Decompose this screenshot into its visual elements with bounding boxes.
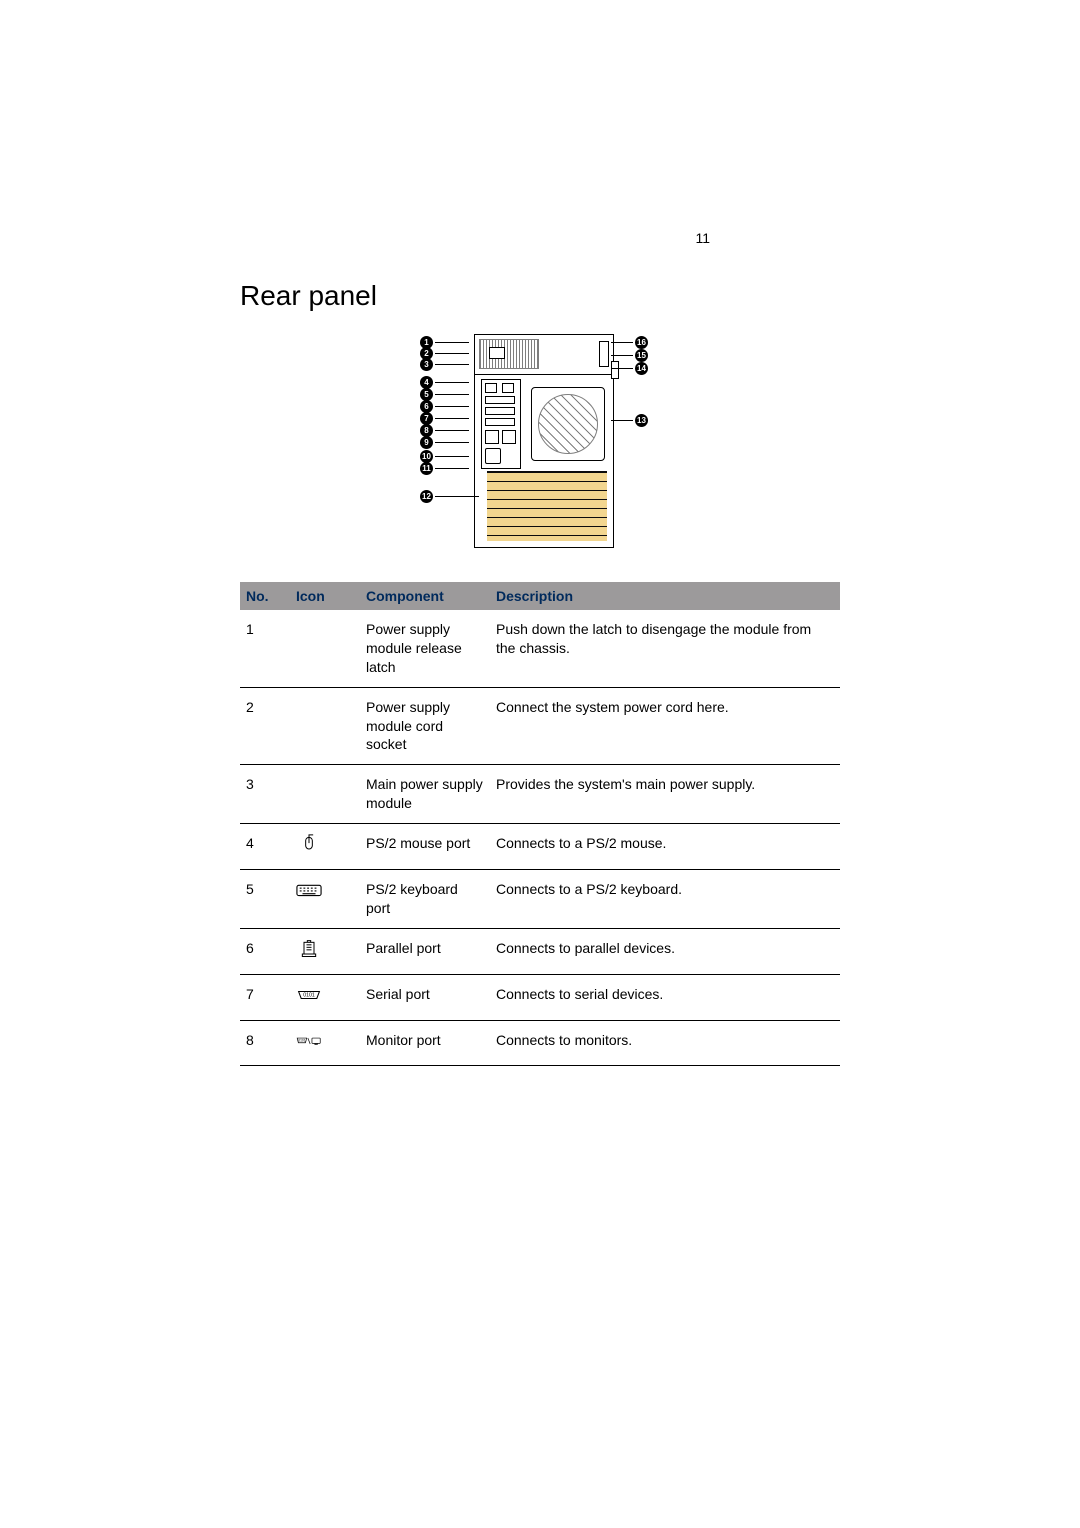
callout-11: 11: [420, 462, 469, 475]
page-number: 11: [695, 230, 710, 246]
component-table: No. Icon Component Description 1 Power su…: [240, 582, 840, 1066]
table-header-row: No. Icon Component Description: [240, 582, 840, 610]
header-component: Component: [360, 582, 490, 610]
cell-no: 8: [240, 1020, 290, 1066]
chassis-outline: [474, 334, 614, 548]
cell-description: Push down the latch to disengage the mod…: [490, 610, 840, 687]
rear-panel-diagram: 12345678910111216151413: [240, 332, 840, 552]
cell-icon: 0101: [290, 974, 360, 1020]
cell-component: PS/2 keyboard port: [360, 870, 490, 929]
callout-13: 13: [611, 414, 648, 427]
callout-16: 16: [611, 336, 648, 349]
callout-bubble: 12: [420, 490, 433, 503]
cell-no: 3: [240, 765, 290, 824]
cell-description: Connects to monitors.: [490, 1020, 840, 1066]
svg-text:0101: 0101: [298, 1038, 305, 1042]
callout-14: 14: [611, 362, 648, 375]
cell-description: Connects to serial devices.: [490, 974, 840, 1020]
table-row: 5 PS/2 keyboard portConnects to a PS/2 ke…: [240, 870, 840, 929]
callout-bubble: 14: [635, 362, 648, 375]
cell-description: Connects to a PS/2 keyboard.: [490, 870, 840, 929]
callout-bubble: 11: [420, 462, 433, 475]
cell-no: 7: [240, 974, 290, 1020]
svg-text:0101: 0101: [303, 992, 315, 998]
header-icon: Icon: [290, 582, 360, 610]
cell-no: 1: [240, 610, 290, 687]
header-no: No.: [240, 582, 290, 610]
table-row: 2 Power supply module cord socketConnect …: [240, 687, 840, 765]
serial-icon: 0101: [296, 992, 322, 1008]
cell-no: 4: [240, 824, 290, 870]
mouse-icon: [296, 841, 322, 857]
callout-bubble: 15: [635, 349, 648, 362]
callout-bubble: 9: [420, 436, 433, 449]
section-title: Rear panel: [240, 280, 840, 312]
callout-3: 3: [420, 358, 469, 371]
cell-description: Provides the system's main power supply.: [490, 765, 840, 824]
cell-no: 5: [240, 870, 290, 929]
monitor-icon: 0101: [296, 1038, 322, 1054]
cell-component: Power supply module release latch: [360, 610, 490, 687]
header-description: Description: [490, 582, 840, 610]
callout-bubble: 16: [635, 336, 648, 349]
callout-12: 12: [420, 490, 479, 503]
cell-icon: [290, 687, 360, 765]
cell-description: Connects to a PS/2 mouse.: [490, 824, 840, 870]
cell-icon: [290, 610, 360, 687]
table-row: 8 0101 Monitor portConnects to monitors.: [240, 1020, 840, 1066]
cell-no: 6: [240, 928, 290, 974]
callout-9: 9: [420, 436, 469, 449]
table-row: 1 Power supply module release latchPush d…: [240, 610, 840, 687]
cell-component: Monitor port: [360, 1020, 490, 1066]
cell-icon: [290, 870, 360, 929]
table-row: 6 Parallel portConnects to parallel devic…: [240, 928, 840, 974]
cell-icon: 0101: [290, 1020, 360, 1066]
cell-component: PS/2 mouse port: [360, 824, 490, 870]
cell-description: Connects to parallel devices.: [490, 928, 840, 974]
cell-icon: [290, 765, 360, 824]
cell-no: 2: [240, 687, 290, 765]
parallel-icon: [296, 946, 322, 962]
keyboard-icon: [296, 887, 322, 903]
cell-icon: [290, 824, 360, 870]
callout-bubble: 13: [635, 414, 648, 427]
table-row: 7 0101 Serial portConnects to serial devic…: [240, 974, 840, 1020]
cell-icon: [290, 928, 360, 974]
cell-component: Power supply module cord socket: [360, 687, 490, 765]
callout-bubble: 3: [420, 358, 433, 371]
cell-component: Parallel port: [360, 928, 490, 974]
table-row: 3 Main power supply moduleProvides the sy…: [240, 765, 840, 824]
cell-description: Connect the system power cord here.: [490, 687, 840, 765]
table-row: 4 PS/2 mouse portConnects to a PS/2 mouse…: [240, 824, 840, 870]
callout-15: 15: [611, 349, 648, 362]
cell-component: Serial port: [360, 974, 490, 1020]
cell-component: Main power supply module: [360, 765, 490, 824]
